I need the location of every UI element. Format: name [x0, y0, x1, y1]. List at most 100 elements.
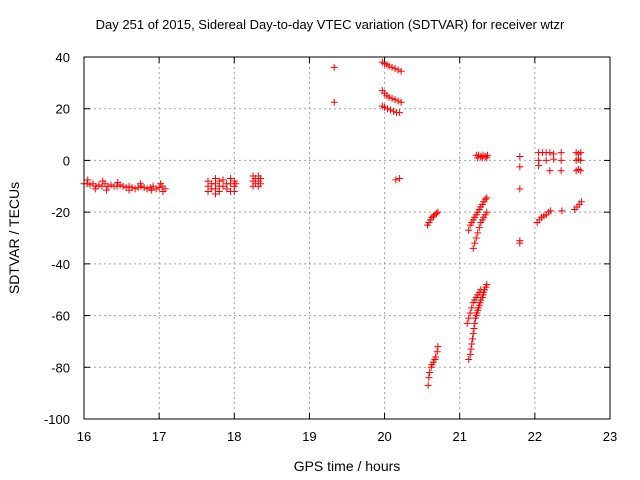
x-axis-label: GPS time / hours [294, 458, 401, 474]
data-point [467, 345, 475, 353]
data-point [134, 184, 142, 192]
data-point [516, 163, 524, 171]
y-tick-label: -80 [51, 360, 70, 375]
data-point [547, 207, 555, 215]
data-point [107, 181, 115, 189]
data-point [391, 65, 399, 73]
x-tick-label: 18 [227, 429, 241, 444]
x-tick-label: 17 [152, 429, 166, 444]
data-point [577, 167, 585, 175]
data-point [535, 162, 543, 170]
data-point [83, 180, 91, 188]
data-point [125, 186, 133, 194]
axis-tick-labels: 16 17 18 19 20 21 22 23 -100 -80 -60 -40 -20 0 20 40 [44, 50, 617, 444]
data-point [465, 356, 473, 364]
data-point [152, 185, 160, 193]
x-tick-label: 19 [302, 429, 316, 444]
x-tick-label: 21 [452, 429, 466, 444]
data-point [468, 335, 476, 343]
plot-frame [83, 56, 611, 420]
data-point [387, 106, 395, 114]
data-point [148, 186, 156, 194]
data-point [424, 381, 432, 389]
data-point [330, 63, 338, 71]
data-point [155, 184, 163, 192]
data-point [330, 98, 338, 106]
data-point [469, 330, 477, 338]
x-tick-label: 20 [377, 429, 391, 444]
data-point [159, 187, 167, 195]
data-point [140, 184, 148, 192]
data-point [257, 180, 265, 188]
data-point [516, 153, 524, 161]
data-point [577, 149, 585, 157]
data-point [390, 107, 398, 115]
data-point [394, 97, 402, 105]
data-point [232, 180, 240, 188]
y-tick-label: -60 [51, 309, 70, 324]
data-point [381, 103, 389, 111]
data-point [434, 208, 442, 216]
data-points [80, 58, 585, 389]
data-point [131, 185, 139, 193]
data-point [474, 229, 482, 237]
data-point [212, 190, 219, 198]
data-point [223, 185, 231, 193]
data-point [99, 177, 107, 185]
data-point [215, 187, 223, 195]
data-point [385, 62, 393, 70]
y-tick-label: 20 [56, 102, 70, 117]
data-point [550, 155, 558, 163]
data-point [388, 94, 396, 102]
data-point [394, 66, 402, 74]
data-point [391, 96, 399, 104]
data-point [425, 374, 433, 382]
data-point [143, 185, 151, 193]
data-point [546, 167, 554, 175]
data-point [542, 156, 550, 164]
chart-title: Day 251 of 2015, Sidereal Day-to-day VTE… [96, 17, 565, 32]
data-point [119, 182, 127, 190]
data-point [516, 185, 524, 193]
x-tick-label: 23 [603, 429, 617, 444]
data-point [397, 98, 405, 106]
data-point [91, 185, 99, 193]
data-point [104, 182, 112, 190]
data-point [392, 176, 400, 184]
axis-ticks [83, 56, 611, 420]
y-tick-label: 0 [63, 153, 70, 168]
data-point [397, 67, 405, 75]
data-point [470, 325, 478, 332]
data-point [475, 224, 483, 232]
data-point [471, 239, 479, 247]
y-tick-label: -20 [51, 205, 70, 220]
data-point [84, 176, 92, 184]
data-point [468, 340, 476, 348]
data-point [466, 309, 474, 317]
y-axis-label: SDTVAR / TECUs [6, 182, 22, 294]
data-point [465, 226, 473, 234]
data-point [469, 244, 477, 252]
data-point [471, 319, 479, 327]
data-point [465, 314, 473, 322]
data-point [433, 348, 441, 356]
data-point [472, 234, 480, 242]
data-point [557, 167, 565, 175]
data-point [483, 208, 491, 216]
data-point [103, 186, 111, 194]
data-point [468, 304, 476, 312]
data-point [546, 149, 554, 157]
data-point [113, 182, 121, 190]
data-point [481, 195, 489, 203]
data-point [388, 63, 396, 71]
data-point [432, 209, 440, 217]
data-point [86, 181, 94, 189]
data-point [477, 286, 485, 294]
grid [84, 57, 610, 419]
data-point [384, 105, 392, 113]
x-tick-label: 16 [77, 429, 91, 444]
data-point [483, 281, 491, 289]
data-point [396, 109, 404, 117]
data-point [483, 154, 491, 162]
